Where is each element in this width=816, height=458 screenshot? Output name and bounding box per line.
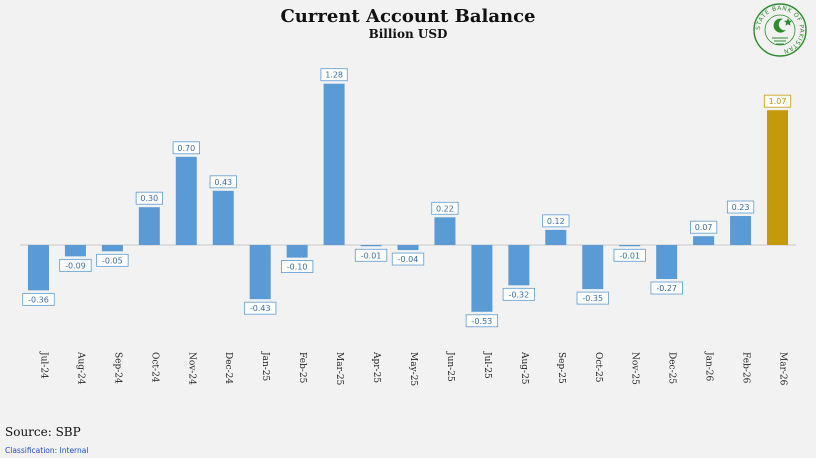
data-label: 0.30 <box>140 194 158 203</box>
x-tick-label: Jul-24 <box>38 351 48 379</box>
data-label-box <box>690 220 718 234</box>
bar-jan-26 <box>693 236 715 245</box>
data-label-box <box>209 175 237 189</box>
bar-jul-24 <box>27 245 49 291</box>
data-label-box <box>465 314 499 328</box>
data-label-box <box>576 291 609 305</box>
data-label: 0.12 <box>547 217 565 226</box>
sbp-seal-icon: STATE BANK OF PAKISTAN <box>753 3 807 57</box>
x-tick-label: Dec-24 <box>223 352 233 384</box>
bar-oct-24 <box>138 207 160 245</box>
x-tick-label: Jan-26 <box>704 351 714 382</box>
x-tick-label: Sep-24 <box>112 352 122 384</box>
data-label: -0.05 <box>102 256 123 265</box>
x-tick-label: Sep-25 <box>556 352 566 384</box>
data-label: 0.23 <box>732 203 750 212</box>
x-tick-label: Jan-25 <box>260 351 270 382</box>
bar-dec-24 <box>212 190 234 245</box>
bar-aug-25 <box>508 245 530 286</box>
chart-title: Current Account Balance <box>280 6 536 27</box>
data-label-box <box>135 191 163 205</box>
data-label-box <box>22 292 55 306</box>
data-label: -0.01 <box>361 251 382 260</box>
source-note: Source: SBP <box>5 425 81 439</box>
data-label-box <box>613 248 646 262</box>
data-label-box <box>542 214 570 228</box>
bar-jun-25 <box>434 217 456 245</box>
data-label-box <box>59 258 92 272</box>
x-tick-label: Oct-25 <box>593 352 603 383</box>
data-label-box <box>502 287 536 301</box>
data-label: 1.07 <box>769 97 787 106</box>
data-label-box <box>726 200 755 214</box>
data-label: -0.35 <box>582 294 603 303</box>
data-label: -0.01 <box>619 251 640 260</box>
data-label: -0.53 <box>472 317 493 326</box>
x-tick-label: Oct-24 <box>149 352 159 383</box>
bar-mar-25 <box>323 83 345 245</box>
data-label-box <box>280 260 314 274</box>
bar-chart: -0.36 Jul-24 -0.09 Aug-24 -0.05 Sep-24 0.30 Oct… <box>20 68 796 386</box>
bar-sep-24 <box>101 245 123 252</box>
x-tick-label: Mar-25 <box>334 352 344 386</box>
data-label-box <box>96 253 129 267</box>
chart-subtitle: Billion USD <box>368 27 448 41</box>
bar-dec-25 <box>656 245 678 280</box>
x-tick-label: Jul-25 <box>482 351 492 379</box>
data-label-box <box>172 141 200 155</box>
bar-oct-25 <box>582 245 604 290</box>
data-label: -0.09 <box>65 261 86 270</box>
data-label: 0.07 <box>695 223 713 232</box>
data-label: -0.32 <box>509 290 530 299</box>
x-tick-label: Apr-25 <box>371 351 381 383</box>
data-label-box <box>320 68 348 82</box>
bar-apr-25 <box>360 245 382 247</box>
x-tick-label: Aug-25 <box>519 351 529 385</box>
x-tick-label: Dec-25 <box>667 352 677 384</box>
data-label: -0.43 <box>250 304 271 313</box>
bar-may-25 <box>397 245 419 251</box>
x-tick-label: Nov-24 <box>186 352 196 385</box>
x-tick-label: Nov-25 <box>630 352 640 385</box>
bar-jul-25 <box>471 245 493 312</box>
data-label-box <box>763 94 792 108</box>
data-label: 1.28 <box>325 71 343 80</box>
x-tick-label: May-25 <box>408 352 418 386</box>
bar-feb-26 <box>730 216 752 245</box>
data-label: 0.43 <box>214 178 232 187</box>
x-tick-label: Feb-26 <box>741 352 751 384</box>
data-label: 0.22 <box>436 204 454 213</box>
data-label: -0.04 <box>398 255 419 264</box>
data-label-box <box>354 248 388 262</box>
x-tick-label: Feb-25 <box>297 352 307 384</box>
data-label: -0.36 <box>28 295 49 304</box>
data-label-box <box>431 201 459 215</box>
bar-nov-24 <box>175 156 197 245</box>
data-label: -0.10 <box>287 263 308 272</box>
data-label-box <box>391 252 425 266</box>
x-tick-label: Mar-26 <box>778 352 788 386</box>
bar-aug-24 <box>64 245 86 257</box>
data-label: 0.70 <box>177 144 195 153</box>
bar-nov-25 <box>619 245 641 247</box>
data-label: -0.27 <box>656 284 677 293</box>
bar-mar-26 <box>767 110 789 246</box>
bar-sep-25 <box>545 229 567 245</box>
x-tick-label: Jun-25 <box>445 351 455 382</box>
bar-feb-25 <box>286 245 308 258</box>
x-tick-label: Aug-24 <box>75 351 85 385</box>
bar-jan-25 <box>249 245 271 300</box>
data-label-box <box>650 281 683 295</box>
classification-note: Classification: Internal <box>5 446 89 455</box>
data-label-box <box>244 301 277 315</box>
